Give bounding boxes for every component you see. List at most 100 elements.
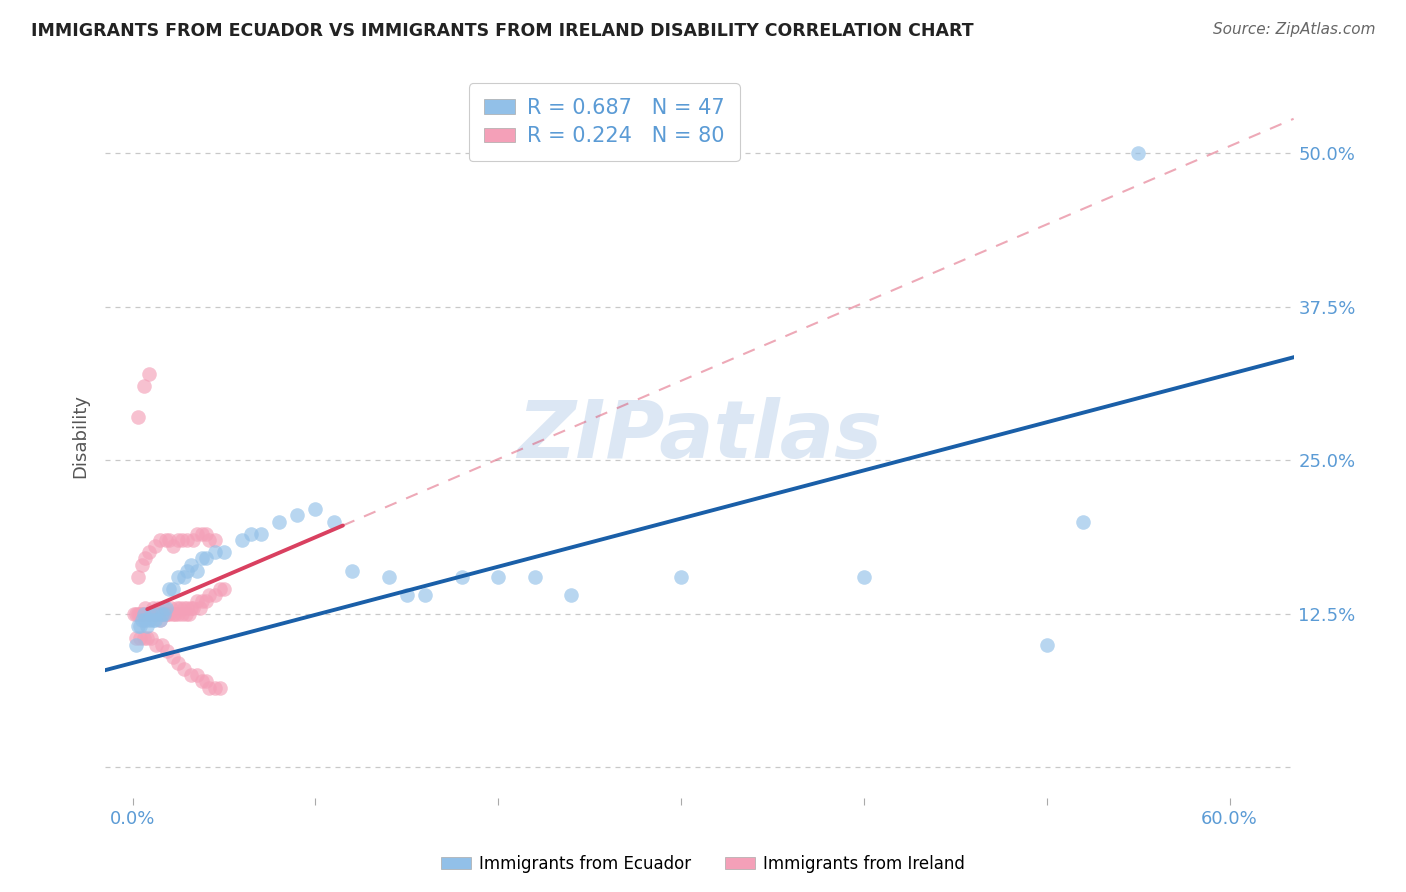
Point xyxy=(166,600,188,615)
Point xyxy=(194,674,217,689)
Point xyxy=(170,607,193,621)
Point xyxy=(162,582,184,597)
Point xyxy=(198,588,221,602)
Point xyxy=(194,551,217,566)
Point xyxy=(231,533,253,547)
Point xyxy=(212,582,235,597)
Point xyxy=(191,594,214,608)
Point xyxy=(145,607,167,621)
Text: ZIPatlas: ZIPatlas xyxy=(517,397,882,475)
Point xyxy=(173,662,195,676)
Point xyxy=(129,619,152,633)
Point xyxy=(127,570,149,584)
Point xyxy=(149,533,172,547)
Point xyxy=(132,607,155,621)
Point xyxy=(486,570,509,584)
Point xyxy=(134,551,156,566)
Point xyxy=(180,600,202,615)
Point xyxy=(132,632,155,646)
Point xyxy=(285,508,308,523)
Point xyxy=(267,515,290,529)
Point xyxy=(1128,145,1150,160)
Point xyxy=(132,379,155,393)
Point xyxy=(180,668,202,682)
Point xyxy=(413,588,436,602)
Point xyxy=(150,638,173,652)
Point xyxy=(142,613,165,627)
Point xyxy=(167,607,190,621)
Point xyxy=(198,681,221,695)
Point xyxy=(194,527,217,541)
Point xyxy=(129,632,152,646)
Point xyxy=(150,607,173,621)
Point xyxy=(149,613,172,627)
Point xyxy=(125,638,148,652)
Legend: Immigrants from Ecuador, Immigrants from Ireland: Immigrants from Ecuador, Immigrants from… xyxy=(434,848,972,880)
Point xyxy=(156,607,179,621)
Point xyxy=(180,558,202,572)
Point xyxy=(125,607,148,621)
Point xyxy=(162,649,184,664)
Point xyxy=(124,607,146,621)
Point xyxy=(143,613,166,627)
Point xyxy=(176,533,198,547)
Point xyxy=(139,607,162,621)
Point xyxy=(139,632,162,646)
Y-axis label: Disability: Disability xyxy=(72,393,89,477)
Point xyxy=(145,638,167,652)
Point xyxy=(377,570,399,584)
Point xyxy=(204,545,226,559)
Text: IMMIGRANTS FROM ECUADOR VS IMMIGRANTS FROM IRELAND DISABILITY CORRELATION CHART: IMMIGRANTS FROM ECUADOR VS IMMIGRANTS FR… xyxy=(31,22,973,40)
Point xyxy=(173,600,195,615)
Point xyxy=(176,600,198,615)
Point xyxy=(138,367,160,381)
Point xyxy=(209,681,232,695)
Point xyxy=(160,600,183,615)
Point xyxy=(134,613,156,627)
Point xyxy=(181,600,204,615)
Point xyxy=(191,674,214,689)
Point xyxy=(194,594,217,608)
Point xyxy=(240,527,263,541)
Point xyxy=(156,643,179,657)
Point xyxy=(450,570,472,584)
Point xyxy=(1073,515,1095,529)
Point xyxy=(125,632,148,646)
Point xyxy=(134,600,156,615)
Point xyxy=(157,533,180,547)
Point xyxy=(132,607,155,621)
Point xyxy=(204,533,226,547)
Point xyxy=(149,613,172,627)
Point xyxy=(181,533,204,547)
Point xyxy=(191,527,214,541)
Point xyxy=(173,570,195,584)
Point xyxy=(145,607,167,621)
Point xyxy=(523,570,546,584)
Point xyxy=(152,607,174,621)
Point xyxy=(138,613,160,627)
Point xyxy=(186,594,208,608)
Point xyxy=(188,600,211,615)
Point xyxy=(131,613,153,627)
Point xyxy=(174,607,197,621)
Point xyxy=(127,410,149,425)
Point xyxy=(186,668,208,682)
Point xyxy=(138,545,160,559)
Point xyxy=(209,582,232,597)
Point xyxy=(395,588,418,602)
Point xyxy=(669,570,692,584)
Point xyxy=(127,619,149,633)
Point xyxy=(131,607,153,621)
Point xyxy=(136,632,159,646)
Point xyxy=(167,533,190,547)
Point xyxy=(155,607,177,621)
Point xyxy=(143,539,166,553)
Point xyxy=(163,607,186,621)
Point xyxy=(148,600,170,615)
Point xyxy=(127,607,149,621)
Point xyxy=(852,570,875,584)
Point xyxy=(167,570,190,584)
Point xyxy=(1036,638,1059,652)
Point xyxy=(249,527,271,541)
Point xyxy=(179,607,201,621)
